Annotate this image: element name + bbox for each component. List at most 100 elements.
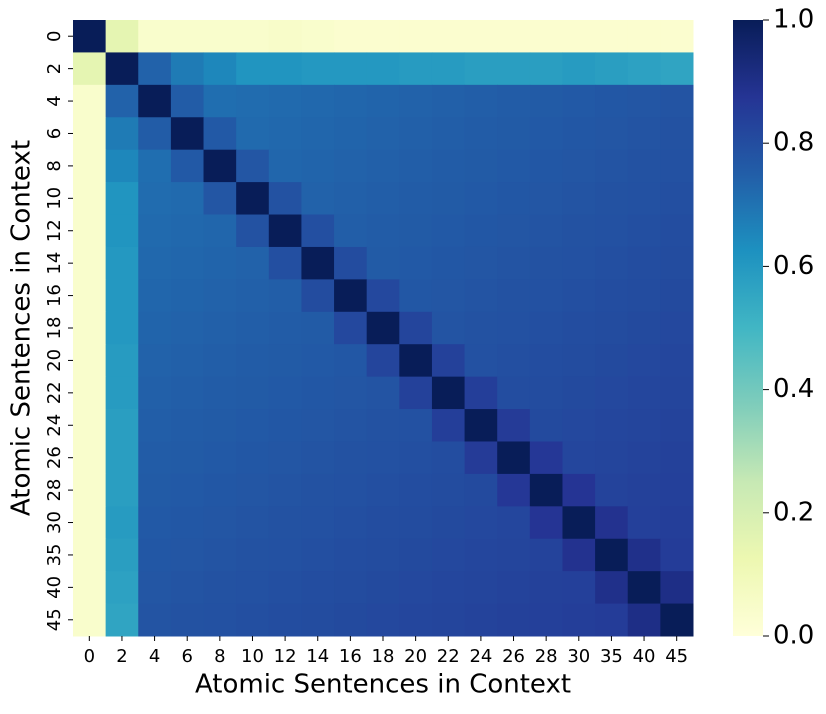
heat-cell xyxy=(170,246,205,280)
heat-cell xyxy=(399,344,433,378)
heat-cell xyxy=(105,506,139,540)
heat-cell xyxy=(529,311,563,345)
heat-cell xyxy=(170,441,205,475)
heat-cell xyxy=(529,603,563,637)
heat-cell xyxy=(170,344,205,378)
heat-cell xyxy=(627,441,661,475)
heat-cell xyxy=(236,84,270,118)
x-tick-label: 10 xyxy=(241,646,264,667)
y-tick-label: 16 xyxy=(44,284,65,307)
heat-cell xyxy=(431,441,466,475)
heat-cell xyxy=(431,311,466,345)
heat-cell xyxy=(105,214,139,248)
heat-cell xyxy=(595,603,629,637)
heat-cell xyxy=(595,441,629,475)
heat-cell xyxy=(73,409,107,442)
heat-cell xyxy=(529,441,563,475)
heat-cell xyxy=(464,473,498,507)
heat-cell xyxy=(431,20,466,53)
heat-cell xyxy=(138,538,172,572)
heat-cell xyxy=(105,149,139,183)
heat-cell xyxy=(73,84,107,118)
heat-cell xyxy=(334,214,368,248)
heat-cell xyxy=(464,409,498,442)
heat-cell xyxy=(660,117,694,151)
heat-cell xyxy=(627,246,661,280)
heat-cell xyxy=(334,506,368,540)
heat-cell xyxy=(562,506,596,540)
heat-cell xyxy=(268,538,302,572)
heat-cell xyxy=(301,311,335,345)
heat-cell xyxy=(660,376,694,410)
heat-cell xyxy=(529,571,563,605)
heat-cell xyxy=(464,214,498,248)
heat-cell xyxy=(105,246,139,280)
heat-cell xyxy=(268,246,302,280)
heat-cell xyxy=(334,571,368,605)
heat-cell xyxy=(595,506,629,540)
heat-cell xyxy=(138,117,172,151)
heat-cell xyxy=(529,214,563,248)
heat-cell xyxy=(268,506,302,540)
heat-cell xyxy=(399,52,433,86)
colorbar-tick-label: 1.0 xyxy=(773,5,814,35)
heat-cell xyxy=(236,538,270,572)
heat-cell xyxy=(562,441,596,475)
heat-cell xyxy=(366,117,400,151)
heat-cell xyxy=(301,344,335,378)
heat-cell xyxy=(431,84,466,118)
y-tick-label: 8 xyxy=(44,160,65,171)
heat-cell xyxy=(334,182,368,216)
heat-cell xyxy=(105,84,139,118)
heat-cell xyxy=(301,376,335,410)
heat-cell xyxy=(334,117,368,151)
heat-cell xyxy=(464,506,498,540)
heat-cell xyxy=(464,246,498,280)
heat-cell xyxy=(105,344,139,378)
heat-cell xyxy=(562,20,596,53)
heat-cell xyxy=(105,571,139,605)
heat-cell xyxy=(334,538,368,572)
heat-cell xyxy=(73,311,107,345)
heat-cell xyxy=(170,214,205,248)
heat-cell xyxy=(203,311,237,345)
y-tick-label: 20 xyxy=(44,349,65,372)
heat-cell xyxy=(203,376,237,410)
heat-cell xyxy=(236,52,270,86)
heat-cell xyxy=(595,473,629,507)
heat-cell xyxy=(105,473,139,507)
heat-cell xyxy=(170,182,205,216)
heat-cell xyxy=(236,311,270,345)
heat-cell xyxy=(660,603,694,637)
heat-cell xyxy=(366,246,400,280)
heat-cell xyxy=(562,117,596,151)
heat-cell xyxy=(138,149,172,183)
x-tick-label: 0 xyxy=(84,646,95,667)
heat-cell xyxy=(170,279,205,313)
heat-cell xyxy=(431,571,466,605)
heat-cell xyxy=(105,182,139,216)
heat-cell xyxy=(627,311,661,345)
heat-cell xyxy=(334,603,368,637)
heat-cell xyxy=(562,344,596,378)
heat-cell xyxy=(431,52,466,86)
heat-cell xyxy=(138,246,172,280)
heat-cell xyxy=(138,52,172,86)
heat-cell xyxy=(399,246,433,280)
heat-cell xyxy=(464,441,498,475)
heat-cell xyxy=(562,311,596,345)
heat-cell xyxy=(334,279,368,313)
heat-cell xyxy=(627,538,661,572)
heat-cell xyxy=(268,52,302,86)
heat-cell xyxy=(431,214,466,248)
heat-cell xyxy=(464,279,498,313)
heat-cell xyxy=(170,506,205,540)
heat-cell xyxy=(170,20,205,53)
heat-cell xyxy=(105,52,139,86)
heat-cell xyxy=(203,246,237,280)
heat-cell xyxy=(301,603,335,637)
heat-cell xyxy=(660,538,694,572)
heat-cell xyxy=(399,473,433,507)
heat-cell xyxy=(334,473,368,507)
heat-cell xyxy=(399,20,433,53)
